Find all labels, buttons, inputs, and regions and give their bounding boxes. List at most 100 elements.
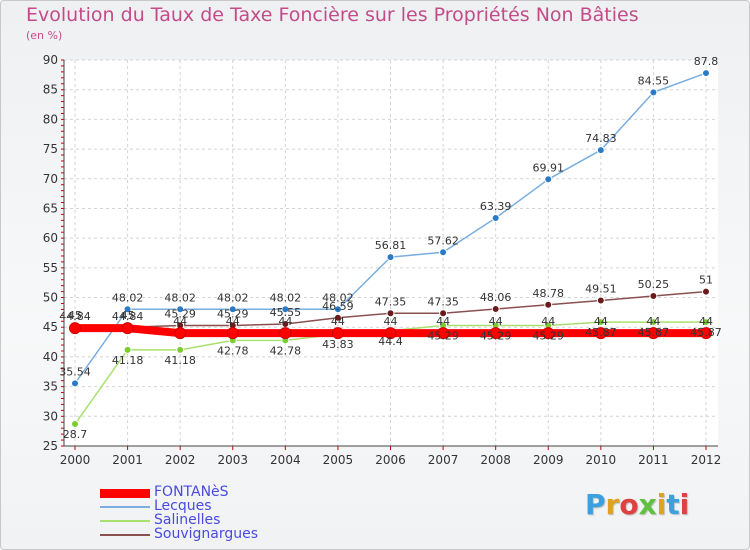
data-label: 45.87 xyxy=(585,326,617,339)
x-tick-label: 2008 xyxy=(480,453,511,467)
proxiti-logo: Proxiti xyxy=(585,488,689,521)
logo-letter: t xyxy=(666,488,680,521)
data-label: 44 xyxy=(331,315,345,328)
data-point xyxy=(333,305,342,314)
legend-swatch xyxy=(100,520,150,522)
data-point xyxy=(647,327,660,340)
x-tick-label: 2009 xyxy=(533,453,564,467)
legend-swatch xyxy=(100,506,150,508)
x-tick-label: 2000 xyxy=(60,453,91,467)
y-tick-label: 80 xyxy=(43,112,58,126)
data-label: 44.84 xyxy=(59,310,91,323)
data-label: 44 xyxy=(594,315,608,328)
logo-letter: o xyxy=(619,488,639,521)
logo-letter: P xyxy=(585,488,606,521)
data-label: 48.06 xyxy=(480,291,512,304)
data-point xyxy=(176,305,185,314)
legend-item: Lecques xyxy=(100,498,320,514)
data-point xyxy=(649,318,658,327)
legend-label: Lecques xyxy=(154,498,212,514)
data-label: 87.8 xyxy=(694,55,719,68)
data-point xyxy=(331,327,344,340)
data-point xyxy=(69,322,81,335)
data-label: 57.62 xyxy=(427,234,459,247)
data-label: 44.84 xyxy=(112,310,144,323)
x-tick-label: 2007 xyxy=(428,453,459,467)
data-point xyxy=(226,327,239,340)
data-label: 45.29 xyxy=(164,308,196,321)
y-tick-label: 35 xyxy=(43,380,58,394)
legend-swatch xyxy=(100,534,150,536)
data-point xyxy=(491,305,500,314)
data-point xyxy=(702,287,710,296)
legend-item: Salinelles xyxy=(100,512,320,528)
data-point xyxy=(700,327,712,340)
data-label: 45.29 xyxy=(533,330,565,343)
logo-letter: x xyxy=(638,488,657,521)
data-label: 45.87 xyxy=(690,326,722,339)
data-point xyxy=(176,345,185,354)
data-label: 43.83 xyxy=(322,338,354,351)
data-point xyxy=(384,327,397,340)
data-point xyxy=(702,318,710,327)
data-label: 42.78 xyxy=(270,344,302,357)
data-label: 35.54 xyxy=(59,365,91,378)
data-label: 84.55 xyxy=(638,74,670,87)
data-label: 44 xyxy=(646,315,660,328)
data-label: 44 xyxy=(173,315,187,328)
legend-label: Souvignargues xyxy=(154,526,259,542)
data-point xyxy=(121,322,134,335)
data-label: 44 xyxy=(699,315,713,328)
x-tick-label: 2003 xyxy=(217,453,248,467)
data-point xyxy=(596,296,605,305)
data-point xyxy=(333,313,342,322)
data-label: 42.78 xyxy=(217,344,249,357)
legend: FONTANèS Lecques Salinelles Souvignargues xyxy=(100,484,320,542)
data-label: 48.78 xyxy=(533,287,565,300)
data-point xyxy=(386,309,395,318)
data-point xyxy=(437,327,450,340)
data-label: 45.55 xyxy=(270,306,302,319)
data-point xyxy=(439,309,448,318)
data-point xyxy=(544,175,553,184)
y-tick-label: 90 xyxy=(43,53,58,67)
data-point xyxy=(542,327,555,340)
y-tick-label: 65 xyxy=(43,201,58,215)
logo-letter: i xyxy=(679,488,690,521)
data-point xyxy=(649,88,658,97)
y-tick-label: 55 xyxy=(43,261,58,275)
data-label: 44 xyxy=(541,315,555,328)
data-label: 49.51 xyxy=(585,282,617,295)
data-label: 45.87 xyxy=(638,326,670,339)
data-point xyxy=(123,345,132,354)
data-point xyxy=(702,69,710,78)
data-point xyxy=(544,300,553,309)
data-label: 44 xyxy=(436,315,450,328)
data-label: 45.29 xyxy=(480,330,512,343)
data-point xyxy=(386,253,395,262)
data-label: 45.29 xyxy=(217,308,249,321)
data-point xyxy=(71,379,79,388)
y-tick-label: 40 xyxy=(43,350,58,364)
data-label: 48.02 xyxy=(164,291,196,304)
x-tick-label: 2001 xyxy=(112,453,143,467)
data-point xyxy=(279,327,292,340)
data-label: 44 xyxy=(278,315,292,328)
data-point xyxy=(281,305,290,314)
x-tick-label: 2005 xyxy=(323,453,354,467)
y-tick-label: 75 xyxy=(43,142,58,156)
data-point xyxy=(71,420,79,429)
unit-label: (en %) xyxy=(26,29,63,42)
data-label: 69.91 xyxy=(533,161,565,174)
data-label: 41.18 xyxy=(112,354,144,367)
x-tick-label: 2004 xyxy=(270,453,301,467)
x-tick-label: 2011 xyxy=(638,453,669,467)
y-tick-label: 30 xyxy=(43,409,58,423)
data-point xyxy=(489,327,502,340)
data-point xyxy=(123,305,132,314)
legend-swatch xyxy=(100,488,150,498)
x-tick-label: 2010 xyxy=(586,453,617,467)
data-label: 44 xyxy=(384,315,398,328)
data-point xyxy=(594,327,607,340)
logo-letter: i xyxy=(656,488,667,521)
